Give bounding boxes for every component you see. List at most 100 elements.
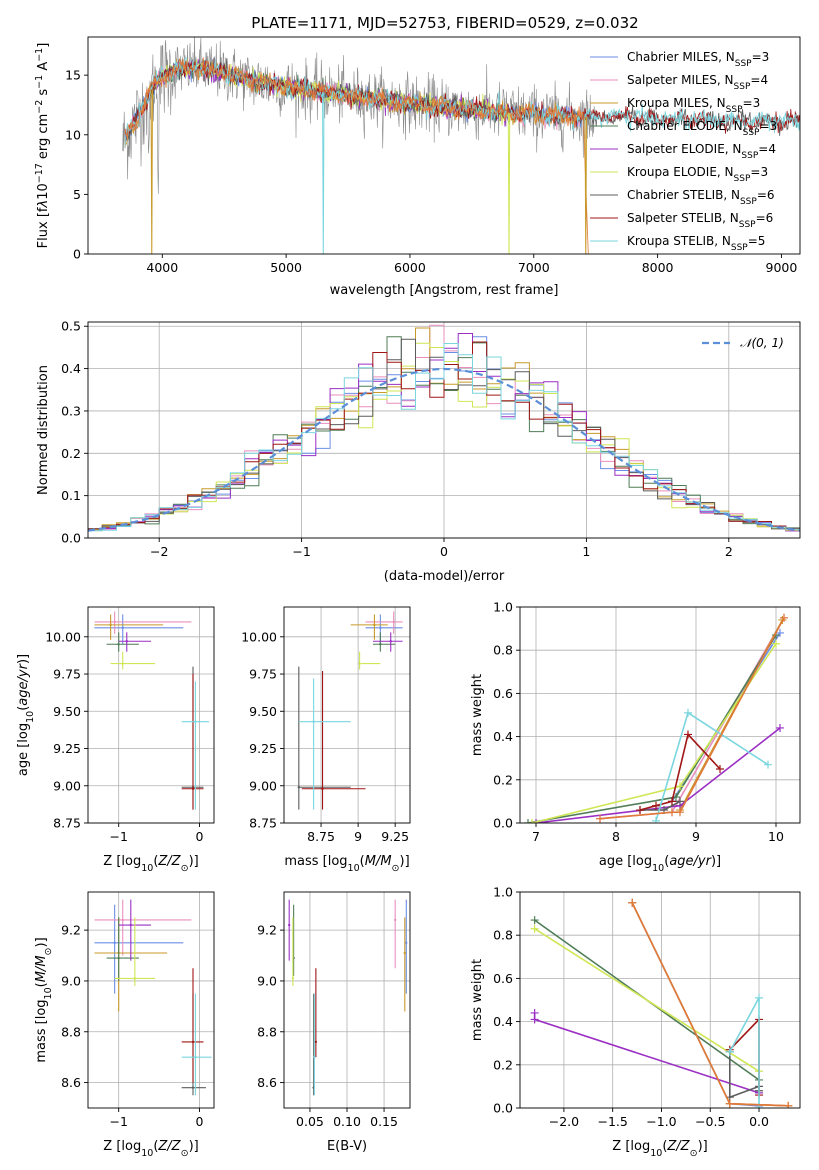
- label-part: 10: [36, 183, 51, 200]
- data-point: [191, 787, 195, 790]
- label-part: Z/Z: [157, 1139, 181, 1154]
- y-tick-label: 9.50: [249, 704, 277, 719]
- y-tick-label: 8.8: [61, 1024, 81, 1039]
- label-part: (: [153, 854, 158, 869]
- weight-marker: [528, 819, 536, 823]
- x-tick-label: 7: [532, 829, 540, 844]
- x-tick-label: 9: [692, 829, 700, 844]
- mass-vs-metallicity-panel: −1 08.68.89.09.2Z [log10(Z/Z⊙)]mass [log1…: [34, 891, 215, 1159]
- y-tick-label: 0.1: [61, 488, 81, 503]
- y-tick-label: 9.25: [53, 741, 81, 756]
- y-tick-label: 0.8: [493, 643, 513, 658]
- age-vs-mass-panel: 8.75 9 9.25 8.75 9.00 9.25 9.50 9.75 10.00 mass […: [241, 606, 411, 874]
- x-tick-label: 0.05: [296, 1114, 324, 1129]
- label-part: ⊙: [181, 1148, 189, 1159]
- y-tick-label: 0.8: [493, 928, 513, 943]
- legend-text-part: =5: [748, 234, 766, 248]
- y-axis-label: mass weight: [470, 959, 485, 1041]
- mass-vs-extinction-panel: 0.05 0.10 0.15 8.6 8.8 9.0 9.2 E(B-V): [257, 891, 411, 1154]
- y-tick-label: 9.0: [61, 973, 81, 988]
- label-part: (: [664, 854, 669, 869]
- plot-area: [297, 611, 403, 810]
- weight-marker: [684, 708, 692, 717]
- weight-marker: [530, 1015, 539, 1024]
- label-part: 10: [348, 863, 360, 874]
- label-part: 10: [43, 987, 54, 999]
- label-part: )]: [698, 1139, 708, 1154]
- label-part: 10: [141, 1148, 153, 1159]
- y-tick-label: 0.3: [61, 403, 81, 418]
- x-tick-label: −1: [109, 829, 127, 844]
- weight-marker: [652, 816, 660, 823]
- y-tick-label: 1.0: [493, 600, 513, 615]
- y-tick-label: 9.75: [249, 667, 277, 682]
- label-part: mass [log: [34, 999, 49, 1062]
- y-tick-label: 0.6: [493, 686, 513, 701]
- legend-text-part: =3: [759, 119, 777, 133]
- absorption-dip-line: [507, 112, 511, 254]
- weight-marker: [596, 814, 604, 823]
- x-tick-label: 9000: [766, 260, 798, 275]
- data-point: [392, 620, 395, 624]
- weight-marker: [530, 916, 539, 925]
- weight-marker: [628, 898, 637, 907]
- data-point: [373, 623, 376, 627]
- y-tick-label: 0.2: [493, 1057, 513, 1072]
- data-point: [121, 662, 124, 665]
- data-point: [321, 787, 324, 790]
- label-part: 10: [25, 711, 36, 723]
- x-tick-label: −0.5: [695, 1114, 725, 1129]
- legend-text-part: =3: [750, 165, 768, 179]
- weight-marker: [676, 797, 684, 806]
- legend-text-part: Chabrier MILES, N: [627, 50, 735, 64]
- data-point: [194, 720, 197, 723]
- data-point: [403, 951, 407, 955]
- weight-marker: [668, 797, 676, 806]
- x-tick-label: 0.10: [333, 1114, 361, 1129]
- x-axis-label: (data-model)/error: [384, 569, 505, 584]
- y-tick-label: 0.4: [493, 1014, 513, 1029]
- label-part: M/M: [34, 955, 49, 982]
- x-axis-label: mass [log10(M/M⊙)]: [284, 854, 409, 874]
- weight-marker: [755, 993, 764, 1002]
- data-point: [312, 720, 315, 723]
- y-tick-label: 9.0: [257, 973, 277, 988]
- x-tick-label: 2: [725, 544, 733, 559]
- label-part: )]: [189, 854, 199, 869]
- data-point: [297, 786, 301, 789]
- legend-text-part: SSP: [734, 174, 751, 184]
- x-tick-label: 9.25: [381, 829, 409, 844]
- data-point: [389, 640, 392, 643]
- y-tick-label: 0.2: [61, 446, 81, 461]
- y-tick-label: 0.4: [493, 729, 513, 744]
- legend-text-part: Salpeter MILES, N: [627, 73, 734, 87]
- x-tick-label: 0.0: [749, 1114, 769, 1129]
- label-part: 10: [652, 863, 664, 874]
- weight-series-line: [533, 1013, 760, 1094]
- label-part: ⊙: [43, 948, 54, 956]
- legend-text-part: Chabrier STELIB, N: [627, 188, 740, 202]
- y-tick-label: 9.75: [53, 667, 81, 682]
- label-part: )]: [400, 854, 410, 869]
- y-tick-label: 9.00: [53, 778, 81, 793]
- label-part: Flux [f: [36, 207, 51, 248]
- figure-title: PLATE=1171, MJD=52753, FIBERID=0529, z=0…: [251, 14, 638, 32]
- axes-frame: [283, 606, 411, 824]
- weight-marker: [668, 808, 676, 817]
- y-tick-label: 15: [65, 68, 81, 83]
- x-tick-label: 8.75: [307, 829, 335, 844]
- weight-series-line: [535, 727, 781, 823]
- weight-series-line: [531, 643, 777, 823]
- x-tick-label: 0: [440, 544, 448, 559]
- legend-text-part: SSP: [731, 243, 748, 253]
- spectrum-panel: 4000 5000 6000 7000 8000 9000 0 5 10 15 wavelength…: [34, 36, 801, 298]
- legend-entry: Chabrier STELIB, NSSP=6: [627, 188, 775, 207]
- legend-text-part: SSP: [741, 151, 758, 161]
- y-tick-label: 1.0: [493, 885, 513, 900]
- label-part: )]: [34, 937, 49, 947]
- weight-marker: [684, 730, 692, 739]
- weight-series-line: [534, 928, 760, 1072]
- x-tick-label: 8000: [642, 260, 674, 275]
- model-spectrum-line: [124, 58, 800, 138]
